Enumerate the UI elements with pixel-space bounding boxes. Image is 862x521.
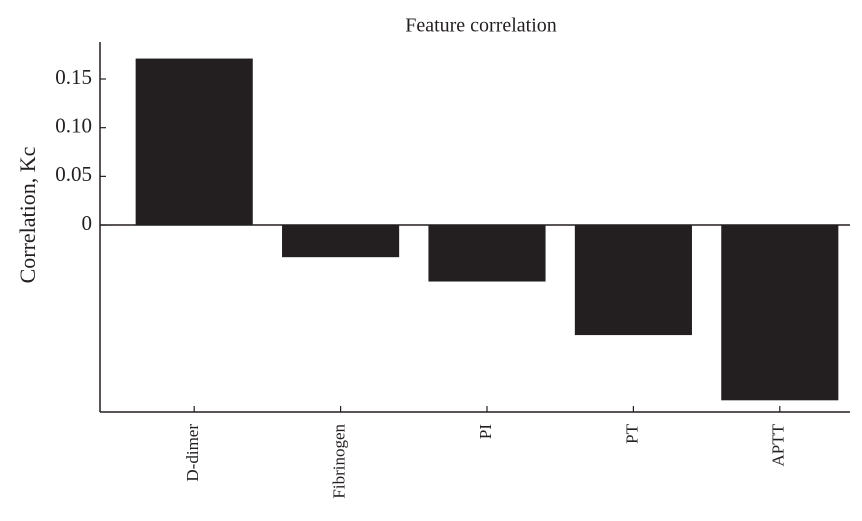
bar	[428, 225, 546, 282]
x-tick-label: PI	[476, 424, 495, 439]
bar	[721, 225, 839, 401]
x-tick-label: D-dimer	[183, 424, 202, 482]
y-tick-label: 0	[82, 211, 93, 235]
y-tick-label: 0.05	[55, 162, 92, 186]
bar	[135, 58, 253, 226]
x-tick-label: PT	[622, 423, 641, 443]
x-tick-label: Fibrinogen	[330, 424, 349, 499]
y-axis-label: Correlation, Kc	[15, 146, 40, 283]
bar	[282, 225, 400, 258]
y-tick-label: 0.10	[55, 113, 92, 137]
y-tick-label: 0.15	[55, 65, 92, 89]
x-tick-label: APTT	[769, 423, 788, 466]
bar	[574, 225, 692, 336]
chart-title: Feature correlation	[405, 15, 557, 37]
